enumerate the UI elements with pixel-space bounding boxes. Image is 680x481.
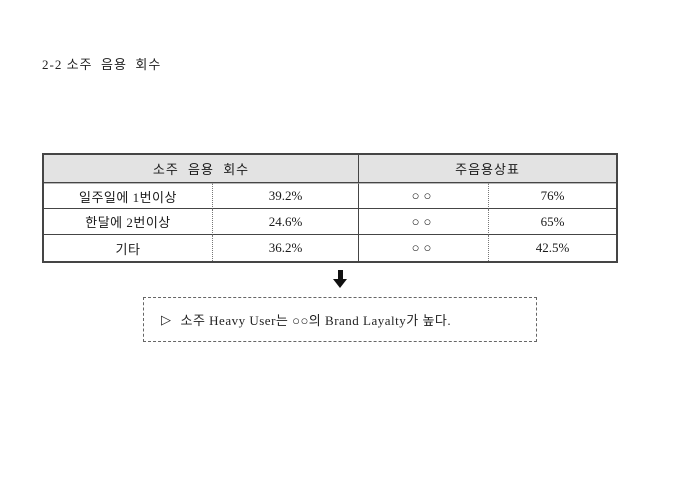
down-arrow-icon [333, 270, 347, 288]
row-value-cell: 24.6% [213, 209, 360, 235]
table-header-frequency: 소주 음용 회수 [44, 155, 360, 183]
frequency-table: 소주 음용 회수 주음용상표 일주일에 1번이상 39.2% ○○ 76% 한달… [42, 153, 619, 263]
brand-cell: ○○ [359, 209, 490, 235]
brand-value-cell: 65% [489, 209, 617, 235]
conclusion-box: ▷ 소주 Heavy User는 ○○의 Brand Layalty가 높다. [143, 297, 537, 342]
row-label-cell: 한달에 2번이상 [44, 209, 213, 235]
table-header-row: 소주 음용 회수 주음용상표 [44, 155, 617, 183]
down-arrow-stem [337, 270, 343, 279]
table-row: 한달에 2번이상 24.6% ○○ 65% [44, 209, 617, 235]
conclusion-text: 소주 Heavy User는 ○○의 Brand Layalty가 높다. [180, 313, 452, 328]
table-row: 기타 36.2% ○○ 42.5% [44, 235, 616, 261]
row-label-cell: 기타 [44, 235, 213, 261]
triangle-bullet-icon: ▷ [161, 311, 172, 327]
section-title: 2-2 소주 음용 회수 [42, 57, 162, 72]
brand-value-cell: 42.5% [535, 240, 570, 255]
table-row: 일주일에 1번이상 39.2% ○○ 76% [44, 183, 617, 209]
row-label-cell: 일주일에 1번이상 [44, 183, 213, 209]
row-value-cell: 36.2% [213, 235, 360, 261]
row-value-cell: 39.2% [213, 183, 360, 209]
table-header-brand: 주음용상표 [359, 155, 617, 183]
down-arrow-head [333, 279, 347, 288]
brand-cell: ○○ [359, 183, 490, 209]
brand-cell: ○○ [359, 235, 490, 261]
brand-value-cell: 76% [489, 183, 617, 209]
